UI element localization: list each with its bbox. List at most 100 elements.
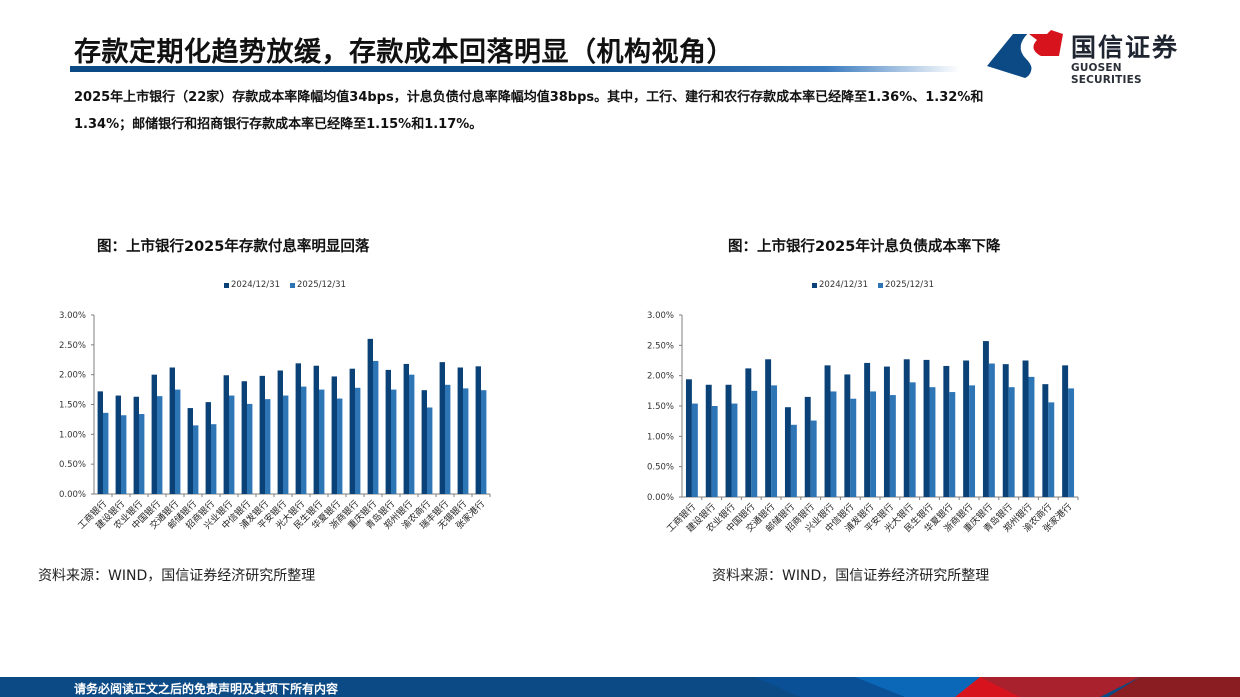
svg-text:0.50%: 0.50% <box>59 460 86 470</box>
brand-logo: 国信证券 GUOSEN SECURITIES <box>985 26 1185 86</box>
bar-2024 <box>1062 365 1069 497</box>
bar-2025 <box>337 398 343 494</box>
bar-2025 <box>1068 388 1075 497</box>
bar-2025 <box>211 424 217 494</box>
bar-2024 <box>765 359 772 497</box>
bar-2025 <box>969 385 976 497</box>
right-chart-source: 资料来源：WIND，国信证券经济研究所整理 <box>712 568 990 584</box>
bar-2025 <box>1008 387 1015 497</box>
bar-2024 <box>385 369 391 494</box>
svg-text:0.00%: 0.00% <box>59 490 86 500</box>
bar-2024 <box>205 402 211 494</box>
right-chart-legend: 2024/12/31 2025/12/31 <box>812 280 934 290</box>
bar-2024 <box>1022 360 1029 497</box>
bar-2025 <box>175 389 181 494</box>
bar-2024 <box>403 363 409 494</box>
bar-2025 <box>355 387 361 494</box>
bar-2025 <box>870 391 877 497</box>
bar-2024 <box>804 396 811 497</box>
bar-2024 <box>982 341 989 497</box>
bar-2024 <box>421 390 427 494</box>
bar-2025 <box>481 390 487 494</box>
bar-2024 <box>883 366 890 497</box>
legend-swatch-icon <box>224 282 229 288</box>
bar-2025 <box>463 388 469 494</box>
legend-item-2024: 2024/12/31 <box>812 280 868 290</box>
bar-2024 <box>903 359 910 497</box>
footer-decoration <box>0 677 1240 697</box>
bar-2025 <box>830 391 837 497</box>
left-chart-legend: 2024/12/31 2025/12/31 <box>224 280 346 290</box>
bar-2024 <box>169 367 175 494</box>
bar-2025 <box>988 363 995 497</box>
disclaimer-text: 请务必阅读正文之后的免责声明及其项下所有内容 <box>74 682 339 696</box>
bar-2024 <box>784 407 791 497</box>
logo-text-en: GUOSEN SECURITIES <box>1071 62 1142 86</box>
bar-2024 <box>705 384 712 497</box>
bar-2025 <box>850 398 857 497</box>
bar-2024 <box>963 360 970 497</box>
bar-2024 <box>943 365 950 497</box>
svg-text:2.50%: 2.50% <box>59 341 86 351</box>
bar-2024 <box>844 374 851 497</box>
footer-bar: 请务必阅读正文之后的免责声明及其项下所有内容 <box>0 677 1240 697</box>
bar-2025 <box>771 385 778 497</box>
bar-2025 <box>319 389 325 494</box>
bar-2025 <box>691 403 698 497</box>
bar-2025 <box>889 395 896 497</box>
bar-2025 <box>121 415 127 494</box>
bar-2024 <box>745 368 752 497</box>
summary-line-1: 2025年上市银行（22家）存款成本率降幅均值34bps，计息负债付息率降幅均值… <box>74 90 984 105</box>
bar-2024 <box>824 365 831 497</box>
left-bar-chart: 0.00%0.50%1.00%1.50%2.00%2.50%3.00%工商银行建… <box>59 311 491 532</box>
bar-2025 <box>283 395 289 494</box>
bar-2025 <box>810 420 817 497</box>
bar-2024 <box>685 379 692 497</box>
left-chart-source: 资料来源：WIND，国信证券经济研究所整理 <box>38 568 316 584</box>
logo-text-cn: 国信证券 <box>1071 33 1180 62</box>
bar-2024 <box>133 396 139 494</box>
bar-2024 <box>259 375 265 494</box>
svg-text:1.00%: 1.00% <box>647 432 674 442</box>
bar-2025 <box>909 382 916 497</box>
bar-2025 <box>427 407 433 494</box>
bar-2024 <box>439 362 445 494</box>
right-bar-chart: 0.00%0.50%1.00%1.50%2.00%2.50%3.00%工商银行建… <box>647 311 1079 535</box>
svg-text:2.00%: 2.00% <box>647 372 674 382</box>
bar-2025 <box>301 386 307 494</box>
bar-2025 <box>157 396 163 494</box>
svg-text:1.00%: 1.00% <box>59 430 86 440</box>
svg-text:3.00%: 3.00% <box>59 311 86 321</box>
svg-text:2.00%: 2.00% <box>59 371 86 381</box>
bar-2025 <box>1048 402 1055 497</box>
svg-text:3.00%: 3.00% <box>647 311 674 321</box>
bar-2024 <box>223 375 229 494</box>
bar-2025 <box>391 389 397 494</box>
bar-2024 <box>187 408 193 494</box>
summary-text: 2025年上市银行（22家）存款成本率降幅均值34bps，计息负债付息率降幅均值… <box>74 84 1034 138</box>
bar-2024 <box>115 395 121 494</box>
bar-2024 <box>295 363 301 494</box>
bar-2025 <box>1028 376 1035 497</box>
svg-text:1.50%: 1.50% <box>647 402 674 412</box>
bar-2025 <box>751 390 758 497</box>
legend-item-2025: 2025/12/31 <box>290 280 346 290</box>
bar-2025 <box>103 412 109 494</box>
bar-2024 <box>923 359 930 497</box>
bar-2024 <box>151 374 157 494</box>
svg-text:0.50%: 0.50% <box>647 463 674 473</box>
bar-2024 <box>331 376 337 494</box>
bar-2024 <box>367 338 373 494</box>
legend-swatch-icon <box>812 282 817 288</box>
bar-2024 <box>277 370 283 494</box>
bar-2024 <box>97 391 103 494</box>
bar-2024 <box>864 362 871 497</box>
bar-2025 <box>265 399 271 494</box>
right-chart-title: 图：上市银行2025年计息负债成本率下降 <box>728 239 1001 255</box>
legend-swatch-icon <box>878 282 883 288</box>
bar-2024 <box>313 365 319 494</box>
bar-2025 <box>139 414 145 494</box>
bar-2024 <box>349 368 355 494</box>
bar-2025 <box>229 395 235 494</box>
bar-2025 <box>373 360 379 494</box>
